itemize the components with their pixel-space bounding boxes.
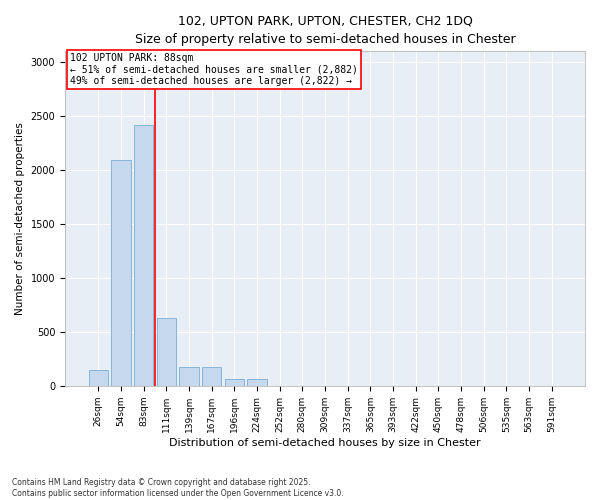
Bar	[224, 379, 244, 386]
Bar	[157, 318, 176, 386]
Title: 102, UPTON PARK, UPTON, CHESTER, CH2 1DQ
Size of property relative to semi-detac: 102, UPTON PARK, UPTON, CHESTER, CH2 1DQ…	[135, 15, 515, 46]
Text: 102 UPTON PARK: 88sqm
← 51% of semi-detached houses are smaller (2,882)
49% of s: 102 UPTON PARK: 88sqm ← 51% of semi-deta…	[70, 53, 358, 86]
Bar	[89, 370, 108, 386]
Bar	[112, 160, 131, 386]
Bar	[134, 124, 153, 386]
Bar	[202, 367, 221, 386]
Text: Contains HM Land Registry data © Crown copyright and database right 2025.
Contai: Contains HM Land Registry data © Crown c…	[12, 478, 344, 498]
Bar	[247, 380, 266, 386]
Y-axis label: Number of semi-detached properties: Number of semi-detached properties	[15, 122, 25, 315]
X-axis label: Distribution of semi-detached houses by size in Chester: Distribution of semi-detached houses by …	[169, 438, 481, 448]
Bar	[179, 367, 199, 386]
